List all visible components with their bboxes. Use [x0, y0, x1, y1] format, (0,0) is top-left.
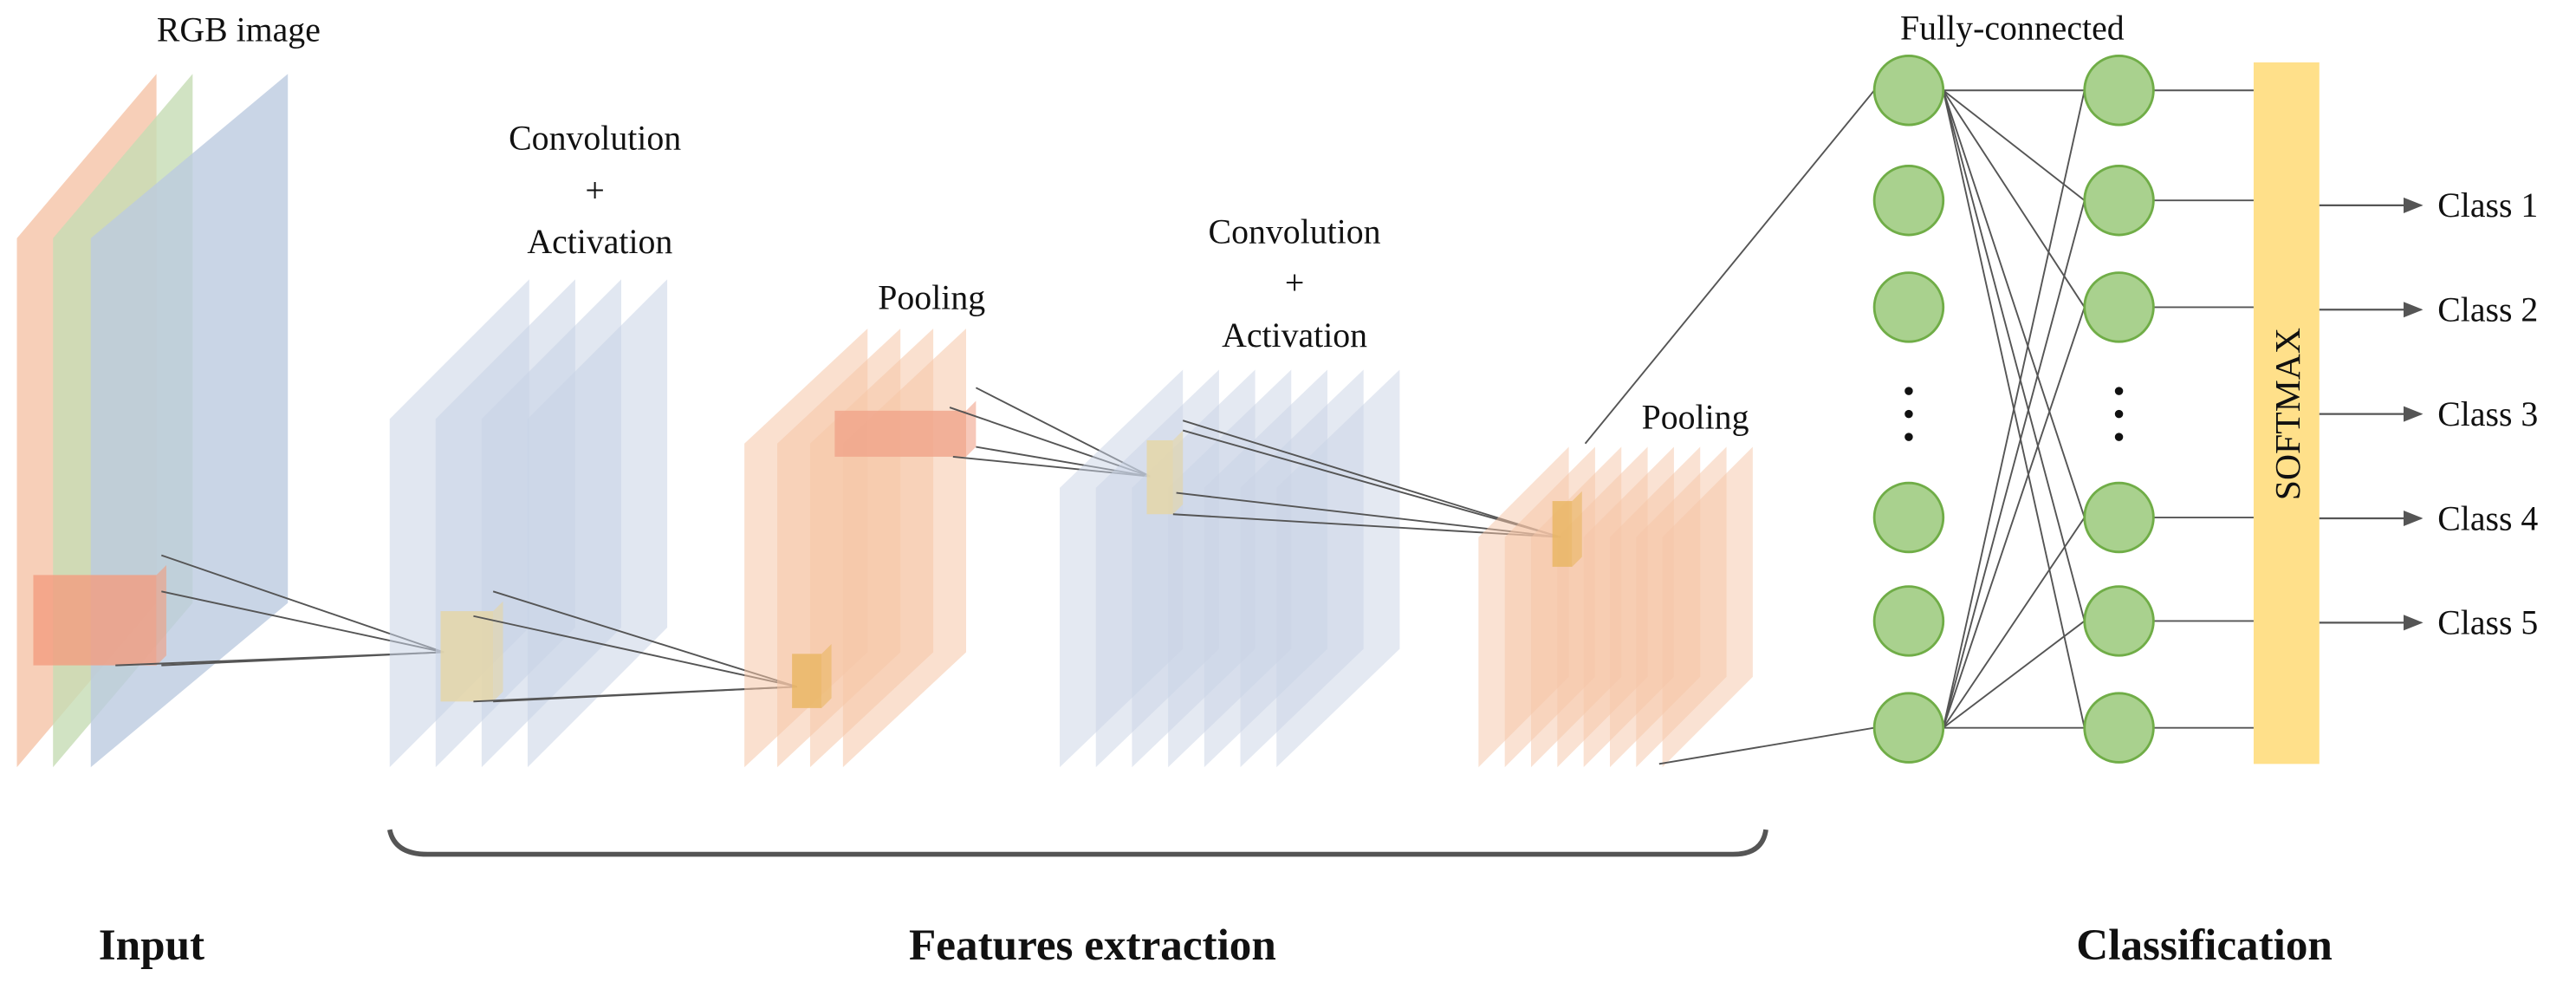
conv2-line: + [1285, 264, 1304, 302]
class-label: Class 1 [2437, 186, 2538, 224]
class-label: Class 3 [2437, 395, 2538, 433]
connector [115, 651, 444, 667]
connector [1942, 89, 2086, 308]
section-input: Input [99, 921, 204, 970]
neuron [2083, 55, 2155, 127]
kernel [1552, 501, 1573, 567]
neuron [1872, 692, 1945, 764]
ellipsis-dot [2114, 409, 2124, 419]
kernel-side [156, 565, 166, 666]
feature-map [1276, 369, 1400, 768]
neuron [2083, 271, 2155, 343]
ellipsis-dot [1904, 433, 1913, 441]
connector [1584, 89, 1875, 445]
feature-map [527, 279, 668, 768]
kernel-side [493, 601, 503, 702]
neuron [1872, 271, 1945, 343]
kernel [1146, 439, 1173, 515]
conv1-line: Convolution [509, 119, 681, 157]
connector [473, 686, 797, 703]
classes: Class 1 Class 2 Class 3 Class 4 Class 5 [2319, 186, 2538, 642]
connector [1942, 89, 2086, 518]
connector [1182, 420, 1561, 538]
conv1-line: + [585, 172, 604, 210]
neuron [2083, 585, 2155, 657]
pool2-label: Pooling [1642, 399, 1749, 437]
softmax-label: SOFTMAX [2268, 328, 2308, 500]
connector [1942, 307, 2086, 728]
kernel [834, 410, 967, 457]
brace [386, 829, 1768, 857]
ellipsis-dot [2114, 387, 2124, 395]
kernel [792, 654, 822, 708]
neuron [1872, 481, 1945, 554]
connector [1942, 199, 2086, 728]
section-classification: Classification [2076, 921, 2333, 970]
connector [1942, 517, 2086, 729]
conv1-line: Activation [527, 223, 672, 261]
connector [1943, 89, 2086, 201]
softmax-box [2253, 62, 2320, 765]
neuron [1872, 165, 1945, 237]
ellipsis-dot [2114, 433, 2124, 441]
kernel-side [821, 643, 832, 708]
kernel-side [1572, 491, 1582, 567]
fc-label: Fully-connected [1900, 9, 2125, 47]
neuron [2083, 692, 2155, 764]
ellipsis-dot [1904, 387, 1913, 395]
section-features: Features extraction [909, 921, 1276, 970]
pool1-label: Pooling [878, 278, 985, 316]
connector [1658, 726, 1875, 765]
kernel-side [1172, 430, 1184, 515]
neuron [1872, 55, 1945, 127]
kernel [440, 611, 494, 702]
neuron [2083, 165, 2155, 237]
shapes [16, 55, 2320, 857]
class-label: Class 4 [2437, 499, 2538, 537]
ellipsis-dot [1904, 409, 1913, 419]
class-label: Class 5 [2437, 604, 2538, 642]
connector [473, 615, 797, 688]
conv2-line: Activation [1222, 316, 1367, 355]
neuron [2083, 481, 2155, 554]
connector [1942, 90, 2086, 621]
kernel-side [966, 400, 977, 457]
feature-map [1662, 446, 1753, 768]
input-label: RGB image [157, 10, 321, 49]
connector [1942, 90, 2086, 728]
conv2-line: Convolution [1209, 213, 1381, 251]
class-label: Class 2 [2437, 291, 2538, 329]
neuron [1872, 585, 1945, 657]
kernel [33, 575, 157, 666]
connector [1943, 620, 2086, 729]
